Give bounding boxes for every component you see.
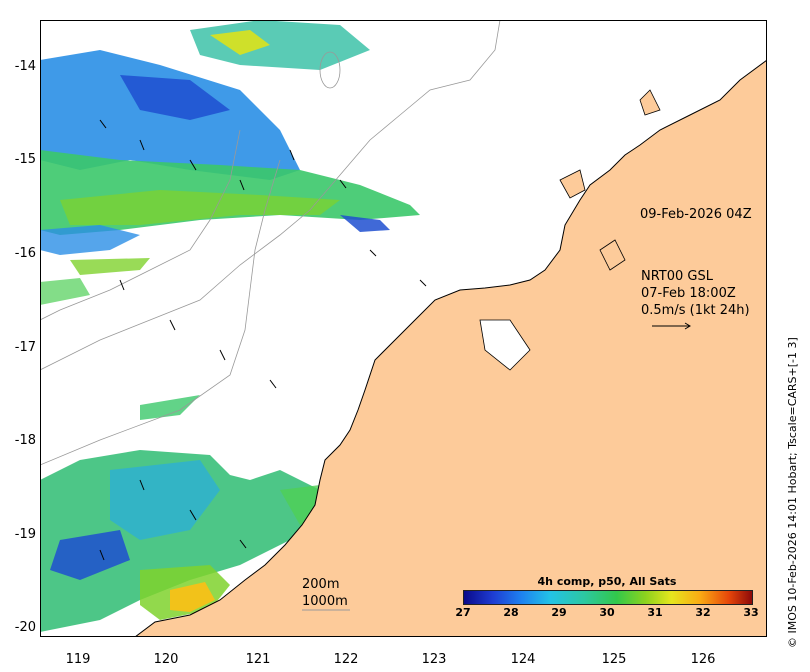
lat-tick-label: -18 bbox=[14, 433, 36, 448]
lon-tick-label: 121 bbox=[245, 652, 271, 667]
colorbar bbox=[463, 590, 753, 605]
scale-arrow bbox=[652, 322, 691, 330]
lat-tick-label: -14 bbox=[14, 59, 36, 74]
land-mass bbox=[134, 59, 767, 637]
lon-tick-label: 126 bbox=[690, 652, 716, 667]
lat-tick-label: -20 bbox=[14, 620, 36, 635]
coastal-islands bbox=[479, 89, 661, 371]
lon-tick-label: 123 bbox=[421, 652, 447, 667]
vector-time-label: 07-Feb 18:00Z bbox=[641, 286, 736, 301]
lon-tick-label: 124 bbox=[510, 652, 536, 667]
colorbar-tick-label: 28 bbox=[503, 606, 519, 619]
map-frame bbox=[40, 20, 767, 637]
colorbar-tick-label: 32 bbox=[695, 606, 711, 619]
lon-tick-label: 119 bbox=[65, 652, 91, 667]
lat-tick-label: -17 bbox=[14, 340, 36, 355]
current-vectors bbox=[99, 119, 427, 561]
colorbar-tick-label: 30 bbox=[599, 606, 615, 619]
colorbar-tick-label: 33 bbox=[743, 606, 759, 619]
colorbar-title: 4h comp, p50, All Sats bbox=[537, 575, 677, 588]
lon-tick-label: 125 bbox=[601, 652, 627, 667]
lat-tick-label: -19 bbox=[14, 527, 36, 542]
colorbar-tick-label: 29 bbox=[551, 606, 567, 619]
bathymetry-contours bbox=[40, 20, 501, 466]
bathymetry-label-200m: 200m bbox=[302, 577, 340, 592]
lon-tick-label: 122 bbox=[333, 652, 359, 667]
image-time-label: 09-Feb-2026 04Z bbox=[640, 207, 752, 222]
sst-patches bbox=[40, 20, 420, 632]
colorbar-tick-label: 27 bbox=[455, 606, 471, 619]
scale-label: 0.5m/s (1kt 24h) bbox=[641, 303, 750, 318]
credit-text: © IMOS 10-Feb-2026 14:01 Hobart; Tscale=… bbox=[786, 337, 799, 648]
lon-tick-label: 120 bbox=[153, 652, 179, 667]
lat-tick-label: -15 bbox=[14, 152, 36, 167]
bathymetry-label-1000m: 1000m bbox=[302, 594, 348, 609]
frame-border bbox=[40, 20, 767, 637]
lat-tick-label: -16 bbox=[14, 246, 36, 261]
colorbar-tick-label: 31 bbox=[647, 606, 663, 619]
product-label: NRT00 GSL bbox=[641, 269, 713, 284]
